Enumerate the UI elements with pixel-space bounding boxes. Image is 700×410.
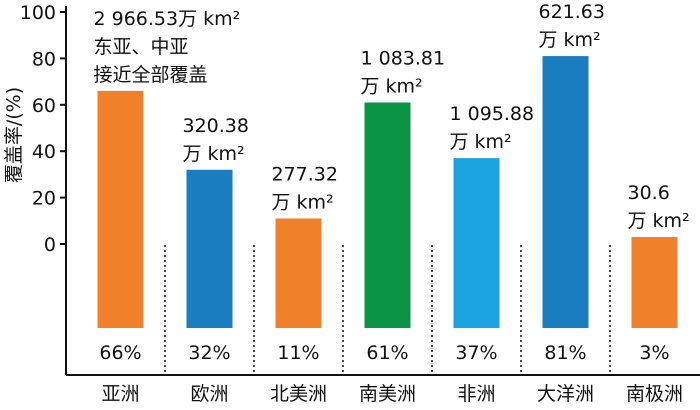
bar: [364, 102, 411, 328]
value-label: 3%: [639, 342, 669, 364]
value-label: 11%: [277, 342, 319, 364]
y-tick-label: 80: [32, 48, 56, 70]
bar-annotation: 万 km²: [539, 29, 601, 51]
x-tick-label: 欧洲: [190, 383, 228, 405]
y-tick-label: 20: [32, 188, 56, 210]
bar-annotation: 万 km²: [450, 131, 512, 153]
bar-annotation: 30.6: [628, 182, 670, 204]
bar: [631, 237, 678, 328]
value-label: 32%: [188, 342, 230, 364]
y-tick-label: 100: [20, 2, 56, 24]
value-label: 66%: [99, 342, 141, 364]
bar: [186, 169, 233, 328]
bar-annotation: 2 966.53万 km²: [94, 8, 241, 30]
y-axis-label: 覆盖率/(%): [3, 87, 25, 183]
bar-annotation: 万 km²: [183, 143, 245, 165]
bar-annotation: 320.38: [183, 115, 249, 137]
bar: [453, 158, 500, 328]
bar-annotation: 万 km²: [628, 210, 690, 232]
bar-annotation: 621.63: [539, 1, 605, 23]
bar: [97, 90, 144, 328]
bar-annotation: 接近全部覆盖: [94, 64, 208, 86]
value-label: 37%: [455, 342, 497, 364]
bar: [542, 56, 589, 329]
bar-annotation: 277.32: [272, 163, 338, 185]
bar-annotation: 万 km²: [272, 191, 334, 213]
x-tick-label: 北美洲: [270, 383, 327, 405]
y-tick-label: 60: [32, 95, 56, 117]
y-tick-label: 40: [32, 141, 56, 163]
bar-annotation: 东亚、中亚: [94, 36, 189, 58]
x-tick-label: 南美洲: [359, 383, 416, 405]
value-label: 61%: [366, 342, 408, 364]
x-tick-label: 非洲: [457, 383, 495, 405]
bar-annotation: 万 km²: [361, 75, 423, 97]
x-tick-label: 南极洲: [626, 383, 683, 405]
x-tick-label: 亚洲: [101, 383, 139, 405]
bar-annotation: 1 083.81: [361, 47, 446, 69]
bar: [275, 218, 322, 328]
value-label: 81%: [544, 342, 586, 364]
bar-annotation: 1 095.88: [450, 103, 535, 125]
y-tick-label: 0: [44, 234, 56, 256]
x-tick-label: 大洋洲: [537, 383, 594, 405]
